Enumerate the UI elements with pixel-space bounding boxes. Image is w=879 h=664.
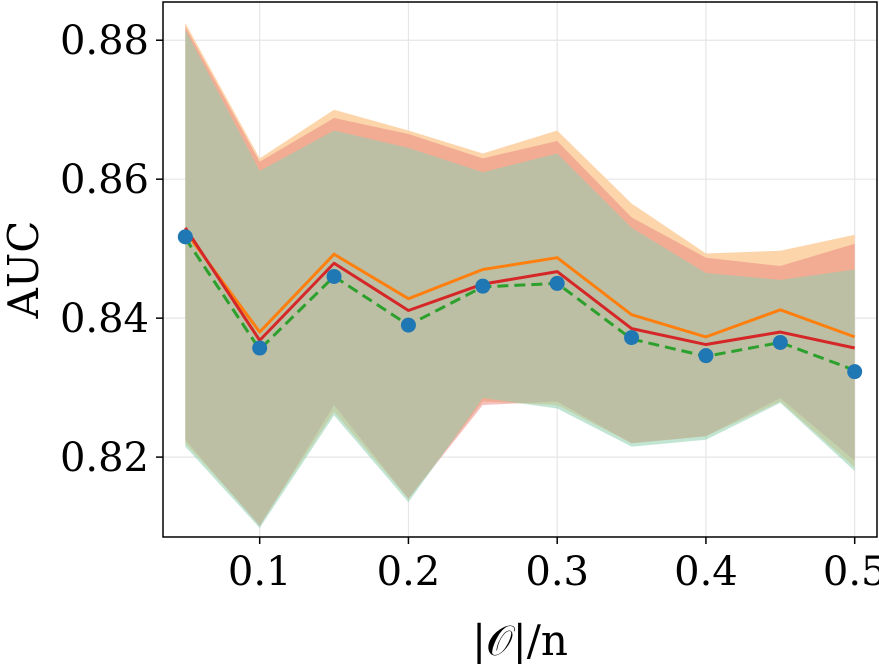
marker-point-0 [177,229,193,245]
marker-point-1 [252,340,268,356]
y-tick-label-0: 0.82 [60,435,149,481]
marker-point-6 [624,330,640,346]
x-axis-ticks: 0.1 0.2 0.3 0.4 0.5 [228,537,879,595]
y-axis-ticks: 0.82 0.84 0.86 0.88 [60,18,163,481]
marker-point-3 [400,317,416,333]
x-tick-label-0: 0.1 [228,549,292,595]
x-tick-label-1: 0.2 [377,549,441,595]
series-lines [184,226,856,372]
series-markers [177,229,863,380]
line-series-0 [184,230,856,339]
line-series-1 [184,226,856,350]
marker-point-2 [326,268,342,284]
x-tick-label-4: 0.5 [823,549,879,595]
y-tick-label-3: 0.88 [60,18,149,64]
marker-point-9 [847,364,863,380]
x-tick-label-3: 0.4 [674,549,738,595]
marker-point-7 [698,348,714,364]
marker-point-8 [772,334,788,350]
y-axis-label: AUC [0,221,48,320]
x-tick-label-2: 0.3 [525,549,589,595]
line-series-2 [184,237,856,372]
plot-frame [162,1,878,538]
y-tick-label-2: 0.86 [60,157,149,203]
marker-point-5 [549,275,565,291]
confidence-bands [185,22,855,528]
y-tick-label-1: 0.84 [60,296,149,342]
x-axis-label: |𝒪|/n [472,616,568,664]
marker-point-4 [475,278,491,294]
